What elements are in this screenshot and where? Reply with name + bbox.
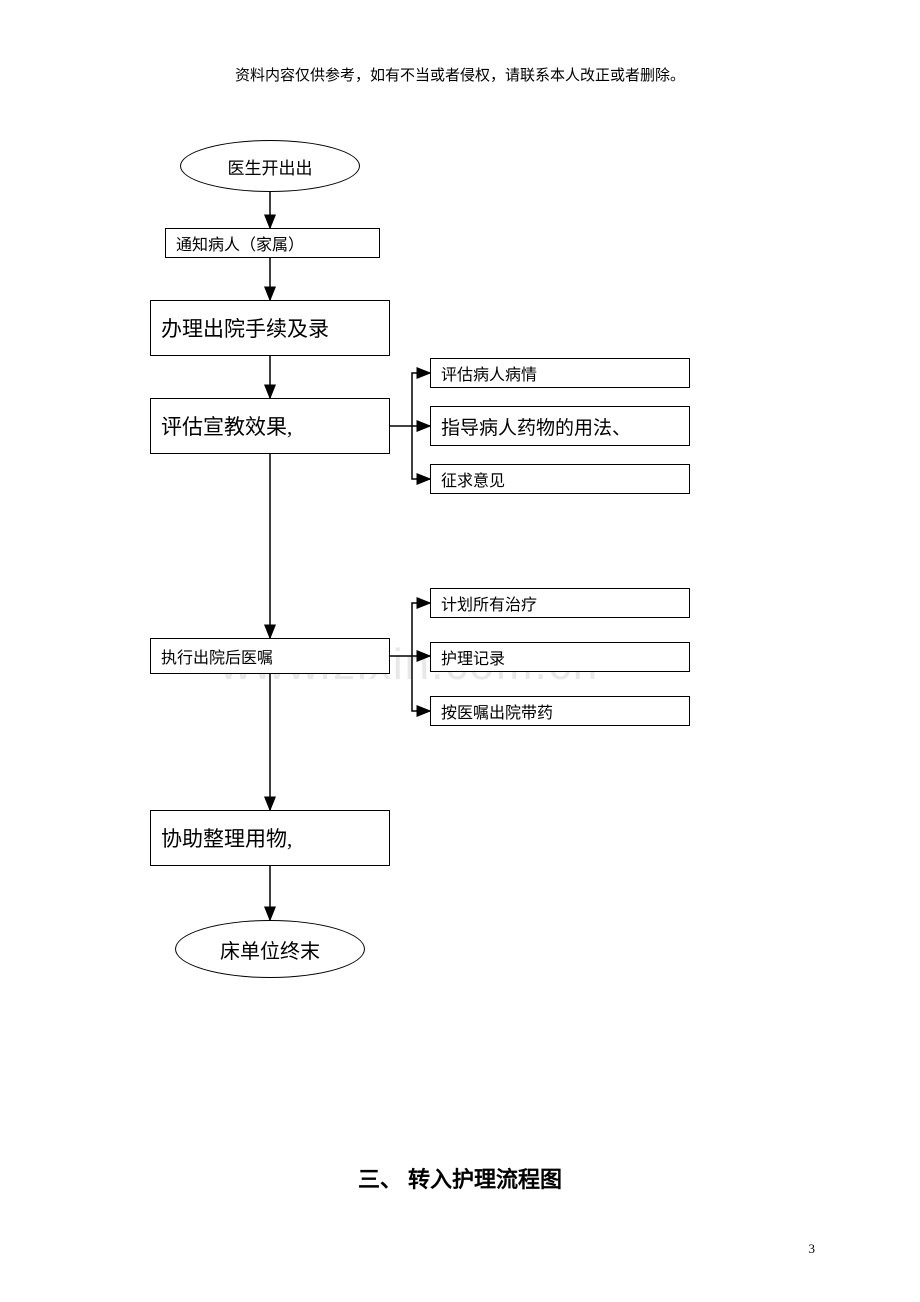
flowchart-container: 医生开出出通知病人（家属） 办理出院手续及录评估宣教效果, 评估病人病情指导病人药物… xyxy=(150,130,770,1050)
flowchart-node-n4: 评估宣教效果, xyxy=(150,398,390,454)
flowchart-node-n12: 协助整理用物, xyxy=(150,810,390,866)
flowchart-node-n6: 指导病人药物的用法、 xyxy=(430,406,690,446)
flowchart-node-n8: 执行出院后医嘱 xyxy=(150,638,390,674)
page-header: 资料内容仅供参考，如有不当或者侵权，请联系本人改正或者删除。 xyxy=(0,64,920,85)
flowchart-node-n10: 护理记录 xyxy=(430,642,690,672)
section-title: 三、 转入护理流程图 xyxy=(0,1162,920,1194)
flowchart-node-n5: 评估病人病情 xyxy=(430,358,690,388)
page-number: 3 xyxy=(809,1241,816,1257)
flowchart-node-n9: 计划所有治疗 xyxy=(430,588,690,618)
flowchart-node-n3: 办理出院手续及录 xyxy=(150,300,390,356)
flowchart-node-n13: 床单位终末 xyxy=(175,920,365,978)
flowchart-node-n2: 通知病人（家属） xyxy=(165,228,380,258)
flowchart-node-n11: 按医嘱出院带药 xyxy=(430,696,690,726)
flowchart-node-n1: 医生开出出 xyxy=(180,140,360,192)
flowchart-node-n7: 征求意见 xyxy=(430,464,690,494)
